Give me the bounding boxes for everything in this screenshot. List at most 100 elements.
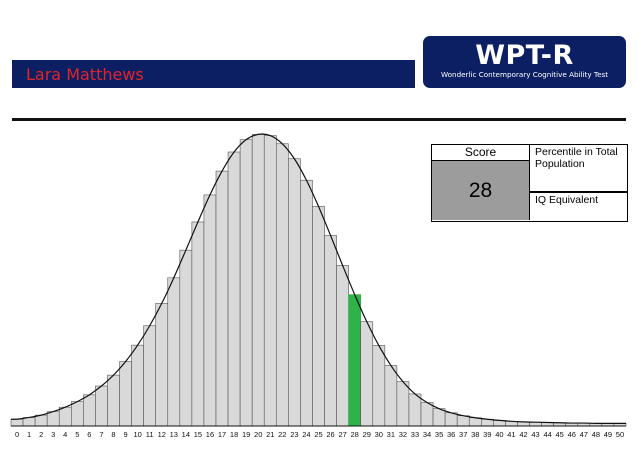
x-tick-label: 47 <box>580 430 588 439</box>
x-tick-label: 38 <box>471 430 479 439</box>
bar-9 <box>119 361 132 427</box>
bar-30 <box>372 345 386 427</box>
bar-26 <box>324 235 337 427</box>
x-tick-label: 16 <box>206 430 214 439</box>
x-tick-label: 11 <box>146 430 154 439</box>
bar-8 <box>107 374 120 427</box>
bar-35 <box>432 408 446 427</box>
x-tick-label: 20 <box>254 430 262 439</box>
highlighted-score-bar <box>348 294 362 427</box>
x-tick-label: 9 <box>123 430 127 439</box>
x-tick-label: 28 <box>351 430 359 439</box>
name-banner: Lara Matthews <box>12 60 415 88</box>
bar-37 <box>456 415 470 427</box>
x-tick-label: 7 <box>99 430 103 439</box>
bar-0 <box>10 418 24 427</box>
x-tick-label: 42 <box>519 430 527 439</box>
bar-27 <box>336 265 349 427</box>
bar-20 <box>251 134 265 427</box>
x-tick-label: 5 <box>75 430 79 439</box>
bar-7 <box>95 385 108 427</box>
bar-33 <box>408 393 422 427</box>
x-tick-label: 44 <box>543 430 551 439</box>
x-tick-labels: 0 1 2 3 4 5 6 7 8 9 10 11 12 13 14 15 16 17 18 19 20 21 22 23 24… <box>15 430 624 439</box>
bar-31 <box>384 365 398 427</box>
bar-24 <box>300 179 313 427</box>
bar-5 <box>70 401 84 427</box>
score-value: 28 <box>432 161 530 220</box>
x-tick-label: 12 <box>158 430 166 439</box>
x-tick-label: 15 <box>194 430 202 439</box>
percentile-label: Percentile in Total Population <box>535 146 618 170</box>
candidate-name: Lara Matthews <box>26 65 144 84</box>
bar-23 <box>288 158 301 427</box>
x-tick-label: 8 <box>111 430 115 439</box>
x-tick-label: 43 <box>531 430 539 439</box>
score-header: Score <box>432 145 530 161</box>
x-tick-label: 6 <box>87 430 91 439</box>
x-tick-label: 2 <box>39 430 43 439</box>
bar-32 <box>396 381 410 427</box>
x-tick-label: 21 <box>266 430 274 439</box>
bar-29 <box>360 321 374 427</box>
x-tick-label: 34 <box>423 430 431 439</box>
distribution-curve <box>11 133 626 424</box>
x-tick-label: 14 <box>182 430 190 439</box>
table-row-divider <box>530 191 627 193</box>
logo-subtitle: Wonderlic Contemporary Cognitive Ability… <box>440 70 609 79</box>
x-tick-label: 1 <box>27 430 31 439</box>
x-tick-label: 10 <box>133 430 141 439</box>
score-table: Score 28 Percentile in Total Population … <box>431 144 628 222</box>
x-tick-label: 18 <box>230 430 238 439</box>
x-tick-label: 27 <box>338 430 346 439</box>
x-tick-label: 30 <box>375 430 383 439</box>
x-tick-label: 40 <box>495 430 503 439</box>
x-tick-label: 24 <box>302 430 310 439</box>
x-tick-label: 29 <box>363 430 371 439</box>
bar-36 <box>444 412 458 427</box>
bar-15 <box>191 221 205 427</box>
bar-17 <box>215 170 229 427</box>
x-tick-label: 33 <box>411 430 419 439</box>
bar-2 <box>34 414 48 427</box>
bar-16 <box>203 194 217 427</box>
score-distribution-chart: 0 1 2 3 4 5 6 7 8 9 10 11 12 13 14 15 16 17 18 19 20 21 22 23 24… <box>10 133 627 439</box>
x-tick-label: 4 <box>63 430 67 439</box>
iq-equivalent-label: IQ Equivalent <box>535 194 599 206</box>
bar-13 <box>167 277 181 427</box>
logo-title: WPT-R <box>475 40 574 71</box>
x-tick-label: 36 <box>447 430 455 439</box>
x-tick-label: 45 <box>556 430 564 439</box>
x-tick-label: 35 <box>435 430 443 439</box>
bar-18 <box>227 151 241 427</box>
bar-12 <box>155 303 169 427</box>
bar-10 <box>131 344 144 427</box>
bar-1 <box>22 417 36 427</box>
bar-34 <box>420 402 434 427</box>
bar-21 <box>263 135 277 427</box>
wpt-r-logo: WPT-R Wonderlic Contemporary Cognitive A… <box>423 36 626 88</box>
x-tick-label: 48 <box>592 430 600 439</box>
x-tick-label: 46 <box>568 430 576 439</box>
header-divider <box>12 118 626 121</box>
x-tick-label: 13 <box>170 430 178 439</box>
x-tick-label: 37 <box>459 430 467 439</box>
bar-22 <box>275 143 289 427</box>
x-tick-label: 22 <box>278 430 286 439</box>
x-tick-label: 39 <box>483 430 491 439</box>
x-tick-label: 41 <box>507 430 515 439</box>
bar-6 <box>83 394 96 427</box>
x-tick-label: 17 <box>218 430 226 439</box>
bars-group <box>10 134 627 427</box>
bar-4 <box>58 406 72 427</box>
x-tick-label: 32 <box>399 430 407 439</box>
x-tick-label: 25 <box>314 430 322 439</box>
bar-25 <box>312 206 325 427</box>
x-tick-label: 26 <box>326 430 334 439</box>
x-tick-label: 23 <box>290 430 298 439</box>
x-tick-label: 3 <box>51 430 55 439</box>
bar-19 <box>239 139 253 427</box>
x-tick-label: 19 <box>242 430 250 439</box>
bar-3 <box>46 411 60 427</box>
x-tick-label: 50 <box>616 430 624 439</box>
